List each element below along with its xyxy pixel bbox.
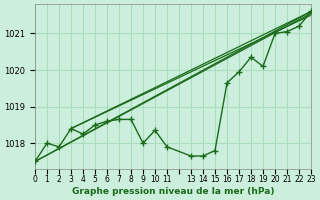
X-axis label: Graphe pression niveau de la mer (hPa): Graphe pression niveau de la mer (hPa) (72, 187, 274, 196)
